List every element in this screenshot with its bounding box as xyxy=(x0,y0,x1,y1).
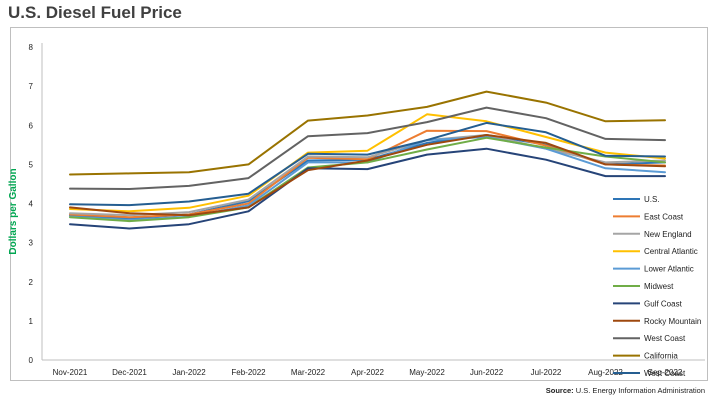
legend-label: California xyxy=(644,352,678,361)
series-line xyxy=(69,147,666,230)
legend-label: Central Atlantic xyxy=(644,247,698,256)
y-tick-label: 8 xyxy=(29,43,34,52)
y-tick-label: 3 xyxy=(29,239,34,248)
source-text: U.S. Energy Information Administration xyxy=(575,386,705,395)
source-label: Source: xyxy=(545,386,574,395)
y-tick-label: 4 xyxy=(29,200,34,209)
x-tick-label: Apr-2022 xyxy=(351,368,384,377)
x-tick-label: Jul-2022 xyxy=(531,368,562,377)
legend-label: West Coast xyxy=(644,369,686,378)
legend-label: East Coast xyxy=(644,212,684,221)
chart-title: U.S. Diesel Fuel Price xyxy=(8,3,182,22)
series-lines xyxy=(69,90,666,230)
x-tick-label: Mar-2022 xyxy=(291,368,326,377)
series-line xyxy=(69,106,666,190)
x-tick-label: May-2022 xyxy=(409,368,445,377)
series-line xyxy=(69,134,666,217)
y-tick-label: 1 xyxy=(29,317,34,326)
series-line xyxy=(69,136,666,221)
legend-label: West Coast xyxy=(644,334,686,343)
legend-label: New England xyxy=(644,230,692,239)
y-tick-label: 6 xyxy=(29,121,34,130)
legend: U.S. East Coast New England Central Atlanti… xyxy=(613,195,701,378)
legend-label: Rocky Mountain xyxy=(644,317,701,326)
series-line xyxy=(69,113,666,213)
series-line xyxy=(69,134,666,217)
series-line xyxy=(69,90,666,176)
series-line xyxy=(69,134,666,220)
y-tick-label: 0 xyxy=(29,356,34,365)
y-tick-label: 2 xyxy=(29,278,34,287)
axes: 0 1 2 3 4 5 6 7 8 Nov-2021 Dec-2021 Jan-2022 Feb-202… xyxy=(8,43,705,377)
x-tick-label: Feb-2022 xyxy=(231,368,266,377)
y-axis-title: Dollars per Gallon xyxy=(8,168,19,254)
x-tick-label: Jan-2022 xyxy=(172,368,206,377)
chart-frame xyxy=(10,27,708,381)
legend-label: Gulf Coast xyxy=(644,299,683,308)
legend-label: Lower Atlantic xyxy=(644,265,694,274)
x-tick-label: Dec-2021 xyxy=(112,368,147,377)
legend-label: U.S. xyxy=(644,195,660,204)
legend-label: Midwest xyxy=(644,282,674,291)
series-line xyxy=(69,121,666,207)
x-tick-label: Sep-2022 xyxy=(648,368,683,377)
x-tick-label: Nov-2021 xyxy=(53,368,88,377)
x-tick-label: Aug-2022 xyxy=(588,368,623,377)
x-tick-label: Jun-2022 xyxy=(470,368,504,377)
y-tick-label: 5 xyxy=(29,160,34,169)
y-tick-label: 7 xyxy=(29,82,34,91)
chart-source: Source: U.S. Energy Information Administ… xyxy=(546,386,705,395)
